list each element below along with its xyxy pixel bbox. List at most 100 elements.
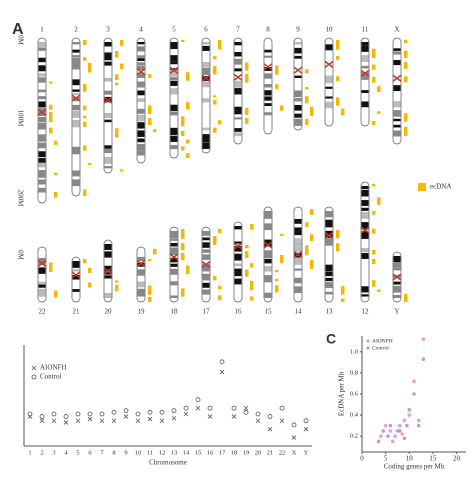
point <box>416 423 421 428</box>
point-o <box>291 422 297 428</box>
chromosome-band <box>264 223 272 231</box>
panel-label: C <box>326 331 336 347</box>
ecdna-mark <box>181 229 185 239</box>
chromosome-band <box>137 62 145 66</box>
chromosome-label: 13 <box>326 308 334 316</box>
axis-label: 0M <box>16 35 24 46</box>
centromere <box>263 63 273 71</box>
chromosome-band <box>72 62 80 70</box>
x-tick-label: 12 <box>159 449 166 456</box>
chromosome-band <box>104 52 112 61</box>
point <box>386 434 390 438</box>
chromosome-label: 2 <box>74 26 78 34</box>
chromosome-band <box>264 84 272 88</box>
chromosome-band <box>294 47 302 54</box>
chromosome-band <box>104 244 112 250</box>
ecdna-mark <box>213 95 217 98</box>
centromere <box>169 253 179 261</box>
chromosome-band <box>325 277 333 282</box>
chromosome-band <box>294 55 302 59</box>
chromosome-band <box>72 289 80 292</box>
chromosome-band <box>72 170 80 177</box>
ecdna-mark <box>310 106 314 116</box>
ecdna-mark <box>305 86 309 90</box>
legend-label: Control <box>40 373 61 381</box>
chromosome-band <box>361 72 369 80</box>
chromosome-band <box>38 101 46 108</box>
x-tick-label: 4 <box>64 449 68 456</box>
chromosome-band <box>38 73 46 77</box>
ecdna-mark <box>280 254 284 264</box>
chromosome-band <box>170 238 178 241</box>
ecdna-mark <box>213 66 217 75</box>
chromosome-band <box>361 294 369 297</box>
point-x <box>243 405 249 411</box>
x-tick-label: 8 <box>112 449 115 456</box>
chromosome-band <box>234 51 242 57</box>
point-x <box>111 418 117 424</box>
point-o <box>267 414 273 419</box>
chromosome-label: 11 <box>362 26 369 34</box>
chromosome-band <box>170 88 178 95</box>
chromosome-band <box>393 48 401 51</box>
chromosome-band <box>38 65 46 72</box>
chromosome-label: 4 <box>139 26 143 34</box>
ecdna-mark <box>181 116 185 127</box>
centromere <box>201 74 211 82</box>
ecdna-mark <box>54 172 58 176</box>
ecdna-mark <box>245 107 249 115</box>
centromere <box>233 73 243 81</box>
ecdna-mark <box>148 259 152 262</box>
chromosome-label: 17 <box>203 308 211 316</box>
chromosome-band <box>38 284 46 288</box>
chromosome-band <box>325 96 333 99</box>
chromosome-band <box>137 256 145 261</box>
chromosome-band <box>361 186 369 189</box>
point-o <box>147 409 153 415</box>
chromosome-band <box>294 286 302 294</box>
ecdna-mark <box>49 127 53 134</box>
chromosome-band <box>137 130 145 137</box>
chromosome-band <box>170 295 178 298</box>
chromosome-band <box>170 231 178 239</box>
centromere <box>103 267 113 275</box>
ecdna-mark <box>115 128 119 138</box>
chromosome-band <box>170 61 178 65</box>
chromosome-band <box>38 116 46 123</box>
chromosome-band <box>170 104 178 111</box>
chromosome-band <box>104 77 112 82</box>
x-axis-label: Coding genes per Mb <box>384 463 445 471</box>
point <box>381 429 386 433</box>
ecdna-mark <box>120 40 124 46</box>
point-x <box>291 435 297 440</box>
x-tick-label: Y <box>304 449 309 456</box>
chromosome-band <box>202 42 210 45</box>
point-o <box>171 408 177 414</box>
chromosome-band <box>137 144 145 151</box>
ecdna-mark <box>83 189 87 196</box>
chromosome-label: X <box>394 26 399 34</box>
chromosome-band <box>202 127 210 131</box>
ecdna-mark <box>213 100 217 105</box>
ecdna-mark <box>115 82 119 86</box>
chromosome-band <box>137 288 145 297</box>
chromosome-band <box>38 134 46 142</box>
chromosome-band <box>72 58 80 63</box>
chromosome-band <box>170 68 178 71</box>
chromosome-band <box>38 187 46 193</box>
chromosome-band <box>264 266 272 272</box>
ecdna-mark <box>404 126 408 136</box>
chromosome-band <box>234 42 242 46</box>
chromosome-band <box>38 158 46 163</box>
chromosome-band <box>170 263 178 267</box>
chromosome-band <box>264 275 272 283</box>
ecdna-mark <box>305 222 309 228</box>
axis-label: 100M <box>16 110 24 128</box>
ecdna-mark <box>88 267 92 273</box>
ecdna-mark <box>341 286 345 295</box>
chromosome-band <box>325 219 333 228</box>
ecdna-mark <box>153 129 157 132</box>
chromosome-band <box>294 98 302 102</box>
ecdna-mark <box>275 269 279 273</box>
point-o <box>255 411 261 417</box>
